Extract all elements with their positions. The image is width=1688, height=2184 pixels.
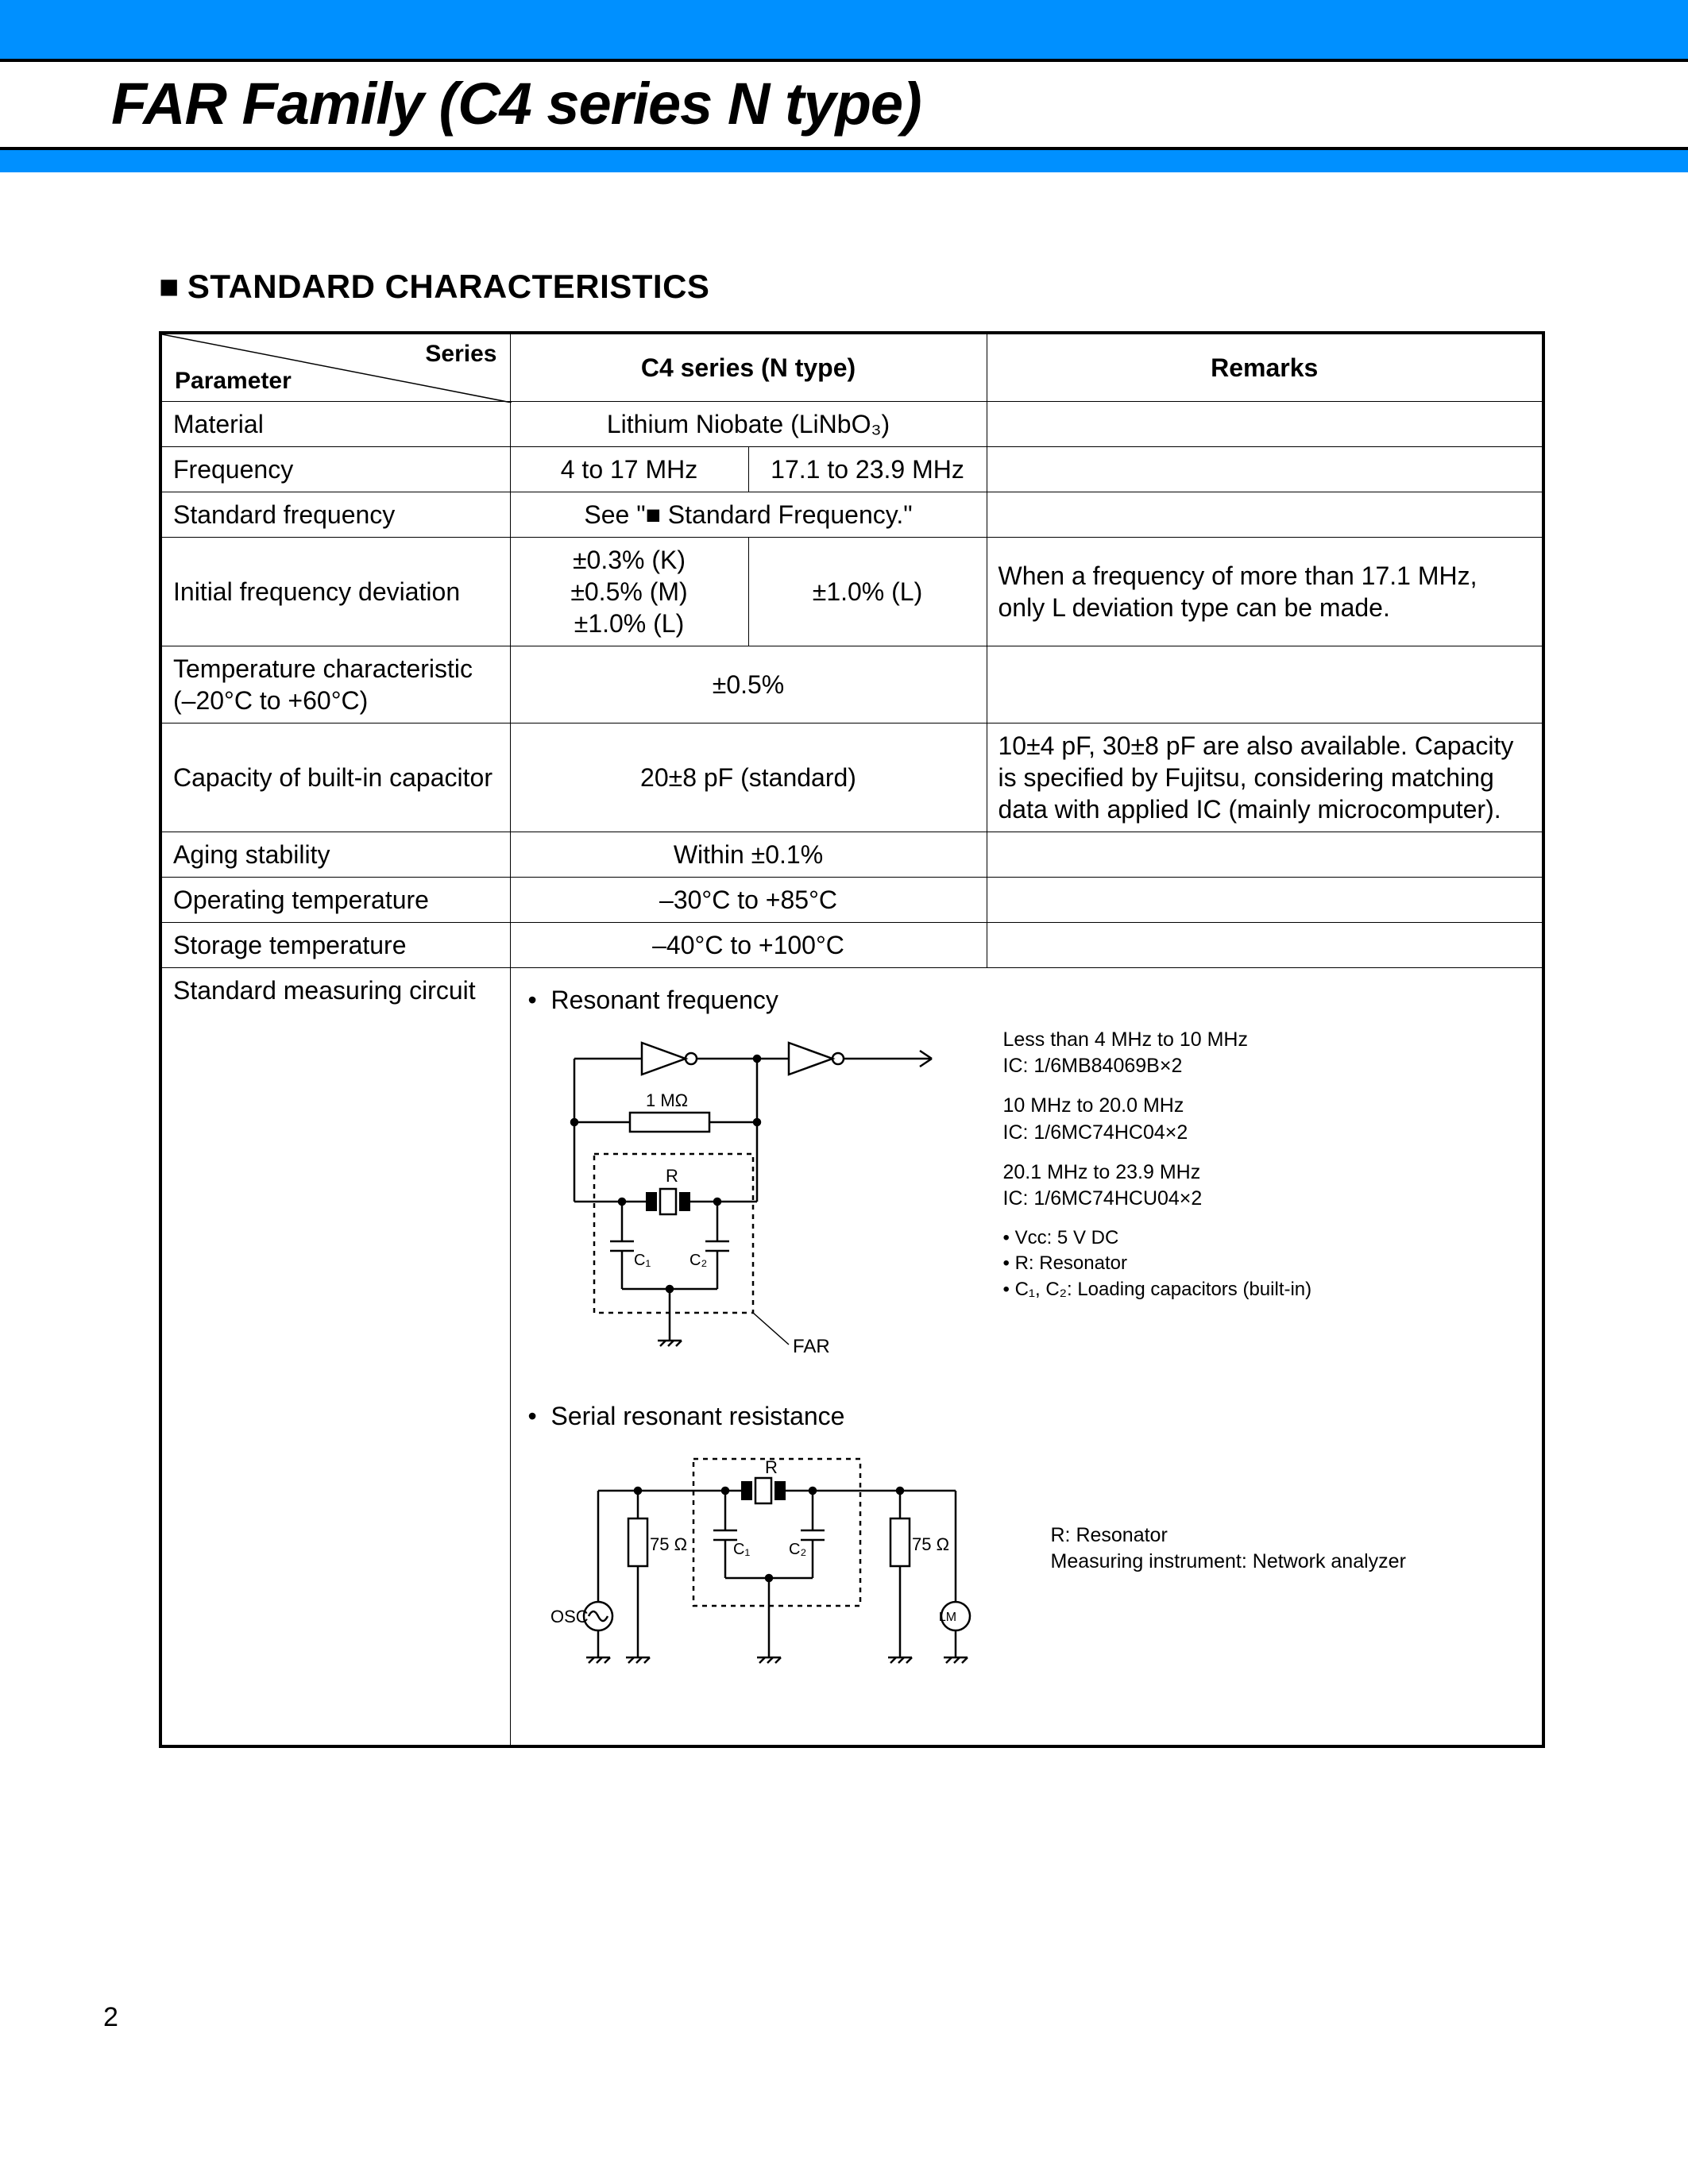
svg-text:75 Ω: 75 Ω [650,1534,687,1554]
page-title: FAR Family (C4 series N type) [111,71,921,137]
characteristics-table: Series Parameter C4 series (N type) Rema… [159,331,1545,1748]
resonant-freq-label: • Resonant frequency [528,984,1527,1016]
hdr-series-label: Series [425,339,496,369]
cell-remarks [987,646,1543,723]
table-row: Aging stability Within ±0.1% [160,832,1543,877]
svg-text:75 Ω: 75 Ω [912,1534,949,1554]
svg-text:OSC: OSC [550,1607,589,1626]
cell-value: 17.1 to 23.9 MHz [748,446,987,492]
cell-remarks [987,922,1543,967]
serial-circuit-diagram: R 75 Ω 75 Ω C₁ C₂ OSC LM [527,1443,1019,1697]
hdr-parameter-label: Parameter [175,366,292,396]
page-number: 2 [103,2002,1688,2033]
table-row: Storage temperature –40°C to +100°C [160,922,1543,967]
cell-value: 20±8 pF (standard) [510,723,987,832]
svg-text:C₂: C₂ [789,1541,806,1558]
svg-text:FAR: FAR [793,1336,830,1357]
cell-remarks: 10±4 pF, 30±8 pF are also available. Cap… [987,723,1543,832]
cell-remarks: When a frequency of more than 17.1 MHz, … [987,537,1543,646]
cell-param: Standard measuring circuit [160,967,510,1746]
cell-value: ±0.5% [510,646,987,723]
svg-text:C₂: C₂ [689,1252,707,1269]
svg-text:C₁: C₁ [733,1541,750,1558]
section-heading: ■STANDARD CHARACTERISTICS [159,268,1545,306]
svg-text:R: R [765,1457,778,1477]
serial-notes: R: Resonator Measuring instrument: Netwo… [1051,1443,1406,1576]
cell-remarks [987,832,1543,877]
cell-value: Lithium Niobate (LiNbO₃) [510,401,987,446]
cell-value: Within ±0.1% [510,832,987,877]
cell-value: –30°C to +85°C [510,877,987,922]
cell-param: Material [160,401,510,446]
table-row: Standard frequency See "■ Standard Frequ… [160,492,1543,537]
table-row: Capacity of built-in capacitor 20±8 pF (… [160,723,1543,832]
header-blue-top [0,0,1688,59]
table-row: Operating temperature –30°C to +85°C [160,877,1543,922]
cell-value: 4 to 17 MHz [510,446,748,492]
serial-res-label: • Serial resonant resistance [528,1400,1527,1432]
svg-text:C₁: C₁ [634,1252,651,1269]
cell-remarks [987,877,1543,922]
cell-param: Temperature characteristic (–20°C to +60… [160,646,510,723]
cell-param: Initial frequency deviation [160,537,510,646]
cell-value: ±0.3% (K) ±0.5% (M) ±1.0% (L) [510,537,748,646]
resonant-circuit-diagram: 1 MΩ R C₁ C₂ FAR [527,1027,971,1376]
cell-remarks [987,401,1543,446]
cell-remarks [987,492,1543,537]
resonant-notes: Less than 4 MHz to 10 MHzIC: 1/6MB84069B… [1003,1027,1312,1303]
hdr-remarks: Remarks [987,333,1543,401]
cell-param: Operating temperature [160,877,510,922]
cell-circuit: • Resonant frequency [510,967,1543,1746]
cell-value: ±1.0% (L) [748,537,987,646]
table-row: Standard measuring circuit • Resonant fr… [160,967,1543,1746]
square-bullet-icon: ■ [159,268,180,305]
cell-remarks [987,446,1543,492]
cell-param: Storage temperature [160,922,510,967]
table-row: Temperature characteristic (–20°C to +60… [160,646,1543,723]
hdr-c4: C4 series (N type) [510,333,987,401]
cell-param: Aging stability [160,832,510,877]
cell-param: Standard frequency [160,492,510,537]
section-heading-text: STANDARD CHARACTERISTICS [187,268,710,305]
header-blue-bottom [0,150,1688,172]
table-row: Initial frequency deviation ±0.3% (K) ±0… [160,537,1543,646]
svg-text:LM: LM [938,1611,956,1624]
cell-value: –40°C to +100°C [510,922,987,967]
svg-text:1 MΩ: 1 MΩ [646,1090,688,1110]
cell-param: Frequency [160,446,510,492]
table-row: Frequency 4 to 17 MHz 17.1 to 23.9 MHz [160,446,1543,492]
svg-text:R: R [666,1166,678,1186]
cell-param: Capacity of built-in capacitor [160,723,510,832]
title-band: FAR Family (C4 series N type) [0,59,1688,150]
hdr-diagonal: Series Parameter [160,333,510,401]
cell-value: See "■ Standard Frequency." [510,492,987,537]
table-row: Material Lithium Niobate (LiNbO₃) [160,401,1543,446]
